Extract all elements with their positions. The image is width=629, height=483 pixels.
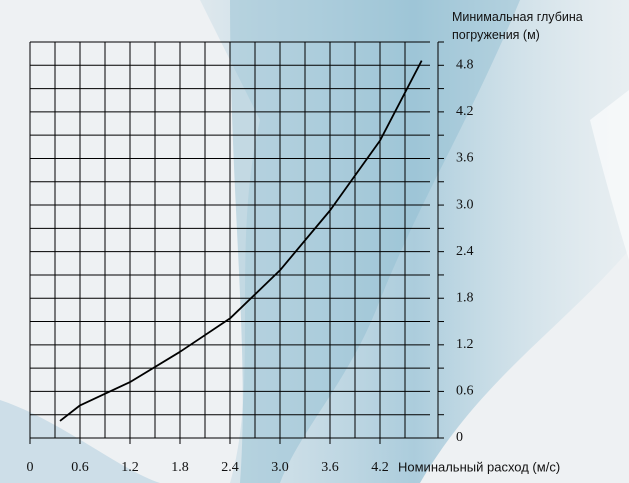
plot: 0 0.6 1.2 1.8 2.4 3.0 3.6 4.2 0 0.6 1.2 1.8 2.4 3.0 3.… xyxy=(27,41,474,475)
y-tick-label: 3.6 xyxy=(456,151,474,166)
x-tick-label: 2.4 xyxy=(221,460,239,475)
x-tick-label: 3.6 xyxy=(321,460,339,475)
y-tick-label: 3.0 xyxy=(456,197,474,212)
line xyxy=(59,60,423,422)
y-tick-label: 2.4 xyxy=(456,244,474,259)
x-tick-label: 1.8 xyxy=(171,460,189,475)
x-tick-label: 0.6 xyxy=(71,460,89,475)
y-tick-label: 1.2 xyxy=(456,337,474,352)
x-tick-label: 4.2 xyxy=(371,460,389,475)
x-axis-label: Номинальный расход (м/с) xyxy=(398,459,560,474)
y-tick-label: 0.6 xyxy=(456,384,474,399)
x-tick-label: 3.0 xyxy=(271,460,289,475)
y-tick-label: 4.8 xyxy=(456,58,474,73)
x-tick-label: 1.2 xyxy=(121,460,139,475)
y-axis-label: Минимальная глубина погружения (м) xyxy=(452,10,583,42)
x-tick-label: 0 xyxy=(27,460,34,475)
y-tick-label: 1.8 xyxy=(456,290,474,305)
y-tick-label: 0 xyxy=(456,430,463,445)
y-tick-label: 4.2 xyxy=(456,104,474,119)
